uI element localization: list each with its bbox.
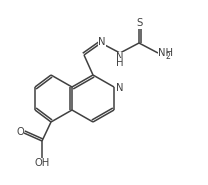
Text: N: N — [98, 37, 106, 47]
Text: O: O — [16, 127, 24, 137]
Text: N: N — [116, 83, 124, 93]
Text: S: S — [137, 18, 143, 28]
Text: 2: 2 — [166, 51, 171, 60]
Text: N: N — [116, 52, 124, 62]
Text: OH: OH — [34, 158, 50, 168]
Text: NH: NH — [158, 48, 173, 58]
Text: H: H — [116, 58, 124, 68]
